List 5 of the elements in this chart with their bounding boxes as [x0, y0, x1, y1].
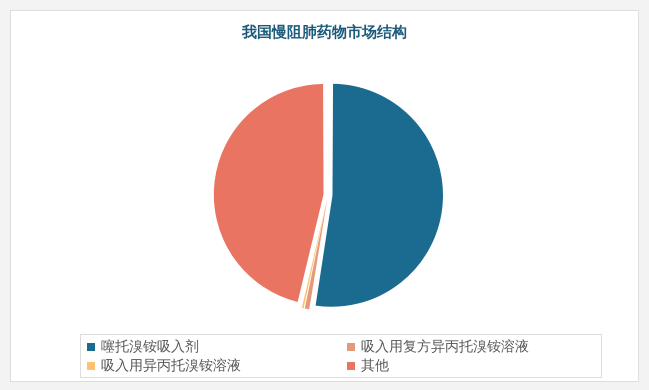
legend-label: 噻托溴铵吸入剂	[101, 338, 199, 356]
legend-label: 其他	[361, 356, 389, 374]
legend-label: 吸入用复方异丙托溴铵溶液	[361, 338, 529, 356]
chart-title: 我国慢阻肺药物市场结构	[240, 23, 408, 42]
legend-label: 吸入用异丙托溴铵溶液	[101, 356, 241, 374]
